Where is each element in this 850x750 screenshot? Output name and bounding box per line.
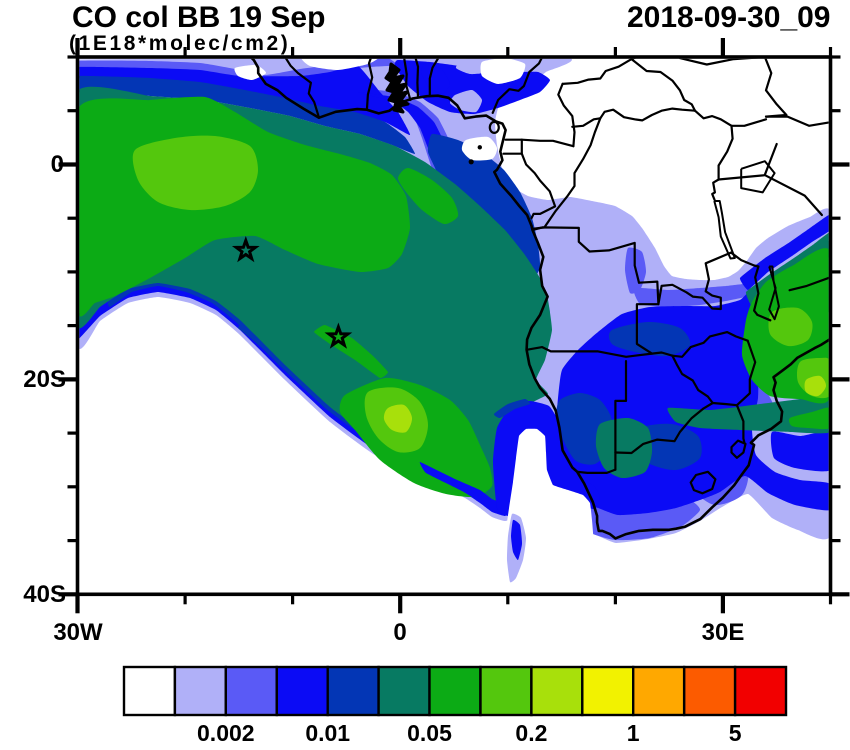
svg-text:30W: 30W <box>53 619 103 646</box>
svg-text:1: 1 <box>627 720 640 746</box>
svg-text:40S: 40S <box>23 581 66 608</box>
svg-text:5: 5 <box>729 720 742 746</box>
svg-text:0.01: 0.01 <box>305 720 350 746</box>
svg-text:CO col BB 19 Sep: CO col BB 19 Sep <box>72 1 325 34</box>
svg-text:20S: 20S <box>23 366 66 393</box>
svg-text:0: 0 <box>393 619 406 646</box>
svg-text:0.002: 0.002 <box>197 720 255 746</box>
svg-text:2018-09-30_09: 2018-09-30_09 <box>627 1 831 34</box>
svg-text:(1E18*molec/cm2): (1E18*molec/cm2) <box>69 32 290 55</box>
svg-text:30E: 30E <box>702 619 745 646</box>
svg-text:0.2: 0.2 <box>515 720 547 746</box>
svg-text:0.05: 0.05 <box>407 720 452 746</box>
svg-text:0: 0 <box>51 151 64 178</box>
